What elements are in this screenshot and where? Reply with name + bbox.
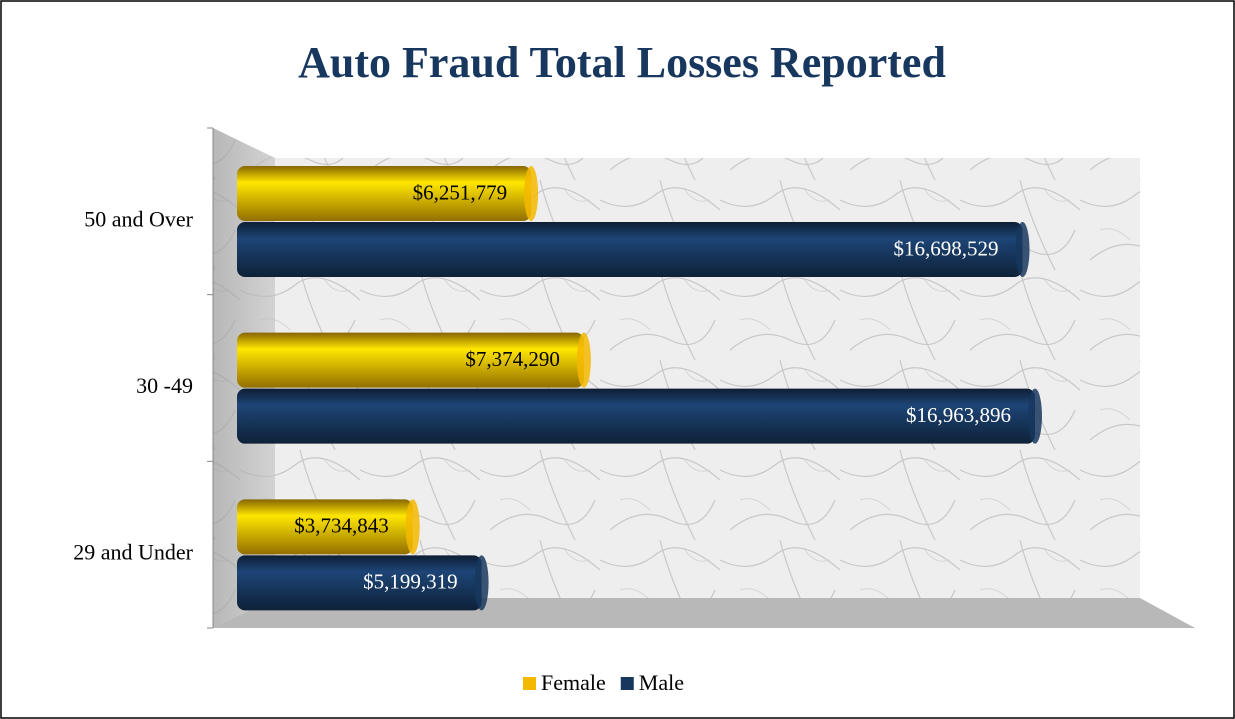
bar [237,166,532,221]
bar [237,555,482,611]
category-label: 50 and Over [84,206,193,231]
legend-label: Male [639,670,684,695]
bar-cap [405,499,420,555]
legend-swatch [620,677,634,690]
data-label: $6,251,779 [413,180,508,204]
chart-title: Auto Fraud Total Losses Reported [298,38,946,87]
bar [237,388,1035,444]
data-label: $3,734,843 [294,514,389,538]
bar-cap [524,166,539,221]
data-label: $16,963,896 [906,403,1011,427]
bar-cap [474,555,489,611]
bar-cap [1028,388,1042,444]
data-label: $16,698,529 [894,236,999,260]
data-label: $7,374,290 [465,347,560,371]
bar [237,332,584,388]
legend-swatch [523,677,536,690]
bar-cap [1015,222,1030,277]
category-label: 29 and Under [73,540,193,565]
data-label: $5,199,319 [363,570,458,594]
bar [237,499,413,555]
legend-label: Female [541,670,606,695]
bar-cap [576,332,591,388]
category-label: 30 -49 [136,373,193,398]
bar [237,222,1023,277]
legend: Female Male [523,670,684,695]
